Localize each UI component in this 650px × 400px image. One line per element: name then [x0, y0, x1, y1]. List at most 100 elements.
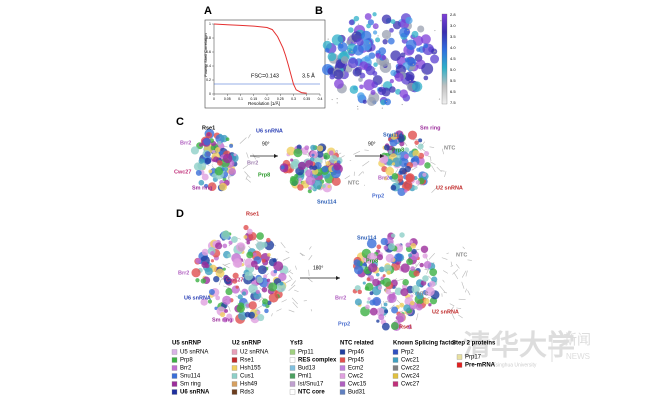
- ntc-trace: [431, 165, 436, 173]
- protein-blob: [403, 153, 409, 159]
- legend-swatch: [231, 349, 238, 355]
- protein-blob: [200, 278, 206, 284]
- legend-label: Ist/Snu17: [298, 382, 324, 388]
- protein-blob: [369, 299, 376, 306]
- protein-blob: [411, 248, 417, 255]
- density-blob: [372, 23, 379, 30]
- colorbar-label: 5.0: [450, 67, 456, 72]
- protein-blob: [207, 182, 217, 191]
- colorbar-label: 4.5: [450, 56, 456, 61]
- protein-blob: [411, 285, 420, 294]
- x-tick-label: 0: [213, 97, 215, 101]
- ntc-trace: [244, 171, 251, 179]
- structure-label: Sm ring: [420, 125, 440, 131]
- density-noise: [327, 74, 329, 76]
- ntc-trace: [436, 166, 442, 173]
- protein-blob: [382, 274, 386, 278]
- density-noise: [359, 75, 361, 77]
- x-axis-label: Resolution [1/Å]: [248, 100, 280, 106]
- structure-label: Rse1: [246, 211, 259, 217]
- ntc-trace: [441, 148, 444, 155]
- legend-label: U2 snRNA: [240, 350, 268, 356]
- protein-blob: [223, 276, 232, 285]
- ntc-trace: [247, 134, 251, 139]
- ntc-trace: [288, 275, 293, 280]
- density-noise: [412, 63, 414, 65]
- legend-label: Bud13: [298, 366, 316, 372]
- protein-blob: [197, 161, 207, 171]
- protein-blob: [199, 143, 203, 147]
- protein-blob: [214, 167, 224, 176]
- density-blob: [373, 62, 378, 67]
- protein-blob: [204, 157, 212, 165]
- protein-blob: [222, 153, 233, 164]
- protein-blob: [311, 153, 315, 157]
- protein-blob: [213, 275, 220, 283]
- structure-label: NTC: [417, 291, 428, 297]
- protein-blob: [257, 314, 265, 322]
- protein-blob: [256, 310, 261, 315]
- legend-label: U6 snRNA: [180, 390, 210, 396]
- protein-blob: [410, 243, 417, 249]
- ntc-trace: [461, 281, 465, 289]
- density-blob: [348, 19, 355, 26]
- protein-blob: [237, 294, 243, 300]
- protein-blob: [243, 235, 248, 239]
- density-blob: [356, 38, 364, 46]
- protein-blob: [410, 266, 416, 272]
- protein-blob: [377, 285, 383, 291]
- protein-blob: [387, 293, 397, 304]
- protein-blob: [201, 248, 209, 256]
- ntc-trace: [242, 164, 249, 169]
- protein-blob: [389, 138, 398, 147]
- protein-blob: [248, 301, 257, 310]
- protein-blob: [383, 302, 388, 307]
- structure-label: Prp2: [338, 321, 350, 327]
- x-tick-label: 0.15: [250, 97, 257, 101]
- protein-blob: [376, 244, 382, 250]
- density-blob: [381, 14, 392, 25]
- structure-label: Prp2: [372, 193, 384, 199]
- protein-blob: [233, 153, 237, 157]
- ntc-trace: [426, 268, 429, 274]
- protein-blob: [203, 138, 211, 146]
- ntc-trace: [287, 269, 292, 273]
- ntc-trace: [221, 277, 224, 281]
- structure-label: Sm ring: [192, 185, 212, 191]
- legend-label: NTC core: [298, 390, 325, 396]
- density-blob: [348, 27, 354, 33]
- ntc-trace: [464, 288, 467, 293]
- protein-blob: [190, 146, 200, 155]
- ntc-trace: [428, 252, 436, 260]
- ntc-trace: [456, 307, 462, 310]
- ntc-trace: [461, 270, 467, 278]
- protein-blob: [208, 169, 213, 174]
- structure-label: Brr2: [178, 270, 189, 276]
- arrowhead: [274, 154, 278, 158]
- protein-blob: [279, 281, 284, 286]
- protein-blob: [262, 298, 269, 305]
- density-blob: [372, 12, 377, 17]
- density-noise: [386, 39, 389, 41]
- ntc-trace: [362, 160, 370, 167]
- legend-label: Cwc15: [348, 382, 367, 388]
- protein-blob: [224, 309, 228, 313]
- protein-blob: [404, 165, 412, 173]
- protein-blob: [366, 277, 371, 282]
- density-blob: [405, 16, 413, 25]
- legend-swatch: [339, 381, 346, 387]
- legend-swatch: [231, 373, 238, 379]
- density-noise: [351, 50, 353, 53]
- protein-blob: [328, 150, 334, 156]
- colorbar-label: 7.5: [450, 100, 456, 105]
- ntc-trace: [344, 175, 351, 180]
- ntc-trace: [414, 261, 421, 269]
- legend-label: Cwc2: [348, 374, 364, 380]
- density-blob: [353, 15, 360, 22]
- density-blob: [370, 89, 376, 95]
- protein-blob: [222, 295, 232, 305]
- protein-blob: [289, 177, 299, 186]
- protein-blob: [399, 141, 405, 147]
- density-noise: [354, 32, 356, 34]
- density-noise: [386, 100, 388, 103]
